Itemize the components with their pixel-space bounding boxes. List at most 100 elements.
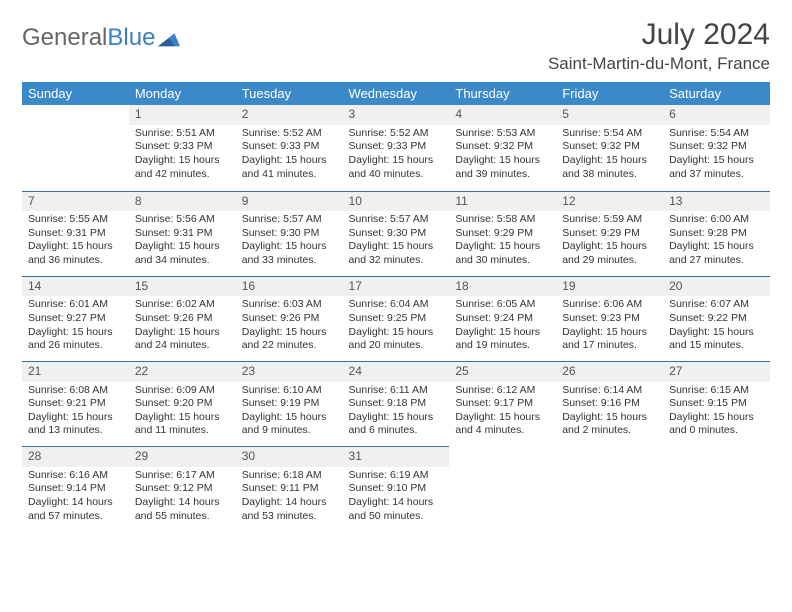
day-body: Sunrise: 6:02 AMSunset: 9:26 PMDaylight:… — [129, 296, 236, 361]
day-body: Sunrise: 5:55 AMSunset: 9:31 PMDaylight:… — [22, 211, 129, 276]
sunrise-text: Sunrise: 6:09 AM — [135, 384, 230, 398]
sunrise-text: Sunrise: 6:18 AM — [242, 469, 337, 483]
calendar-day-cell: 17Sunrise: 6:04 AMSunset: 9:25 PMDayligh… — [343, 276, 450, 361]
sunrise-text: Sunrise: 6:06 AM — [562, 298, 657, 312]
daylight-text: Daylight: 15 hours and 4 minutes. — [455, 411, 550, 438]
day-number: 12 — [556, 192, 663, 212]
day-number: 19 — [556, 277, 663, 297]
day-body: Sunrise: 6:09 AMSunset: 9:20 PMDaylight:… — [129, 382, 236, 447]
sunset-text: Sunset: 9:28 PM — [669, 227, 764, 241]
sunrise-text: Sunrise: 5:54 AM — [562, 127, 657, 141]
calendar-day-cell: 18Sunrise: 6:05 AMSunset: 9:24 PMDayligh… — [449, 276, 556, 361]
day-number: 30 — [236, 447, 343, 467]
daylight-text: Daylight: 15 hours and 13 minutes. — [28, 411, 123, 438]
daylight-text: Daylight: 15 hours and 22 minutes. — [242, 326, 337, 353]
day-body: Sunrise: 6:03 AMSunset: 9:26 PMDaylight:… — [236, 296, 343, 361]
sunset-text: Sunset: 9:23 PM — [562, 312, 657, 326]
daylight-text: Daylight: 15 hours and 41 minutes. — [242, 154, 337, 181]
daylight-text: Daylight: 15 hours and 40 minutes. — [349, 154, 444, 181]
day-body: Sunrise: 6:11 AMSunset: 9:18 PMDaylight:… — [343, 382, 450, 447]
day-body: Sunrise: 6:04 AMSunset: 9:25 PMDaylight:… — [343, 296, 450, 361]
daylight-text: Daylight: 15 hours and 29 minutes. — [562, 240, 657, 267]
day-body: Sunrise: 6:18 AMSunset: 9:11 PMDaylight:… — [236, 467, 343, 532]
sunrise-text: Sunrise: 5:57 AM — [242, 213, 337, 227]
daylight-text: Daylight: 15 hours and 33 minutes. — [242, 240, 337, 267]
sunset-text: Sunset: 9:17 PM — [455, 397, 550, 411]
weekday-header: Sunday — [22, 82, 129, 105]
daylight-text: Daylight: 15 hours and 19 minutes. — [455, 326, 550, 353]
sunset-text: Sunset: 9:10 PM — [349, 482, 444, 496]
calendar-body: .1Sunrise: 5:51 AMSunset: 9:33 PMDayligh… — [22, 105, 770, 532]
day-body — [663, 466, 770, 532]
weekday-header: Friday — [556, 82, 663, 105]
day-number: 13 — [663, 192, 770, 212]
day-body: Sunrise: 5:56 AMSunset: 9:31 PMDaylight:… — [129, 211, 236, 276]
calendar-day-cell: 9Sunrise: 5:57 AMSunset: 9:30 PMDaylight… — [236, 191, 343, 276]
location-label: Saint-Martin-du-Mont, France — [548, 54, 770, 74]
brand-part2: Blue — [107, 24, 155, 52]
sunrise-text: Sunrise: 5:59 AM — [562, 213, 657, 227]
day-number: 17 — [343, 277, 450, 297]
daylight-text: Daylight: 15 hours and 30 minutes. — [455, 240, 550, 267]
sunrise-text: Sunrise: 6:15 AM — [669, 384, 764, 398]
sunrise-text: Sunrise: 6:00 AM — [669, 213, 764, 227]
sunset-text: Sunset: 9:31 PM — [28, 227, 123, 241]
calendar-week-row: 14Sunrise: 6:01 AMSunset: 9:27 PMDayligh… — [22, 276, 770, 361]
day-body: Sunrise: 5:54 AMSunset: 9:32 PMDaylight:… — [663, 125, 770, 190]
sunrise-text: Sunrise: 6:03 AM — [242, 298, 337, 312]
day-body: Sunrise: 5:51 AMSunset: 9:33 PMDaylight:… — [129, 125, 236, 190]
calendar-week-row: 28Sunrise: 6:16 AMSunset: 9:14 PMDayligh… — [22, 447, 770, 533]
calendar-table: SundayMondayTuesdayWednesdayThursdayFrid… — [22, 82, 770, 532]
calendar-day-cell: 31Sunrise: 6:19 AMSunset: 9:10 PMDayligh… — [343, 447, 450, 533]
day-body — [556, 466, 663, 532]
day-number: 3 — [343, 105, 450, 125]
day-number: 28 — [22, 447, 129, 467]
daylight-text: Daylight: 15 hours and 26 minutes. — [28, 326, 123, 353]
daylight-text: Daylight: 15 hours and 15 minutes. — [669, 326, 764, 353]
day-body: Sunrise: 6:00 AMSunset: 9:28 PMDaylight:… — [663, 211, 770, 276]
sunset-text: Sunset: 9:20 PM — [135, 397, 230, 411]
sunset-text: Sunset: 9:25 PM — [349, 312, 444, 326]
day-body: Sunrise: 6:17 AMSunset: 9:12 PMDaylight:… — [129, 467, 236, 532]
day-number: 24 — [343, 362, 450, 382]
calendar-day-cell: 28Sunrise: 6:16 AMSunset: 9:14 PMDayligh… — [22, 447, 129, 533]
brand-logo: GeneralBlue — [22, 24, 180, 52]
day-body: Sunrise: 6:05 AMSunset: 9:24 PMDaylight:… — [449, 296, 556, 361]
sunset-text: Sunset: 9:22 PM — [669, 312, 764, 326]
sunset-text: Sunset: 9:18 PM — [349, 397, 444, 411]
sunset-text: Sunset: 9:33 PM — [135, 140, 230, 154]
sunrise-text: Sunrise: 5:53 AM — [455, 127, 550, 141]
day-number: 18 — [449, 277, 556, 297]
day-number: 15 — [129, 277, 236, 297]
day-number: 25 — [449, 362, 556, 382]
day-number: 1 — [129, 105, 236, 125]
day-number: 26 — [556, 362, 663, 382]
calendar-day-cell: 11Sunrise: 5:58 AMSunset: 9:29 PMDayligh… — [449, 191, 556, 276]
day-body: Sunrise: 6:07 AMSunset: 9:22 PMDaylight:… — [663, 296, 770, 361]
day-number: 2 — [236, 105, 343, 125]
calendar-day-cell: . — [449, 447, 556, 533]
calendar-day-cell: 21Sunrise: 6:08 AMSunset: 9:21 PMDayligh… — [22, 361, 129, 446]
calendar-day-cell: 5Sunrise: 5:54 AMSunset: 9:32 PMDaylight… — [556, 105, 663, 191]
sunset-text: Sunset: 9:15 PM — [669, 397, 764, 411]
sunrise-text: Sunrise: 6:11 AM — [349, 384, 444, 398]
sunset-text: Sunset: 9:14 PM — [28, 482, 123, 496]
weekday-header: Thursday — [449, 82, 556, 105]
daylight-text: Daylight: 14 hours and 57 minutes. — [28, 496, 123, 523]
sunrise-text: Sunrise: 6:02 AM — [135, 298, 230, 312]
sunrise-text: Sunrise: 5:52 AM — [349, 127, 444, 141]
daylight-text: Daylight: 15 hours and 0 minutes. — [669, 411, 764, 438]
calendar-day-cell: 19Sunrise: 6:06 AMSunset: 9:23 PMDayligh… — [556, 276, 663, 361]
sunrise-text: Sunrise: 6:08 AM — [28, 384, 123, 398]
calendar-day-cell: 12Sunrise: 5:59 AMSunset: 9:29 PMDayligh… — [556, 191, 663, 276]
calendar-day-cell: 3Sunrise: 5:52 AMSunset: 9:33 PMDaylight… — [343, 105, 450, 191]
daylight-text: Daylight: 15 hours and 6 minutes. — [349, 411, 444, 438]
day-number: 6 — [663, 105, 770, 125]
day-body: Sunrise: 6:08 AMSunset: 9:21 PMDaylight:… — [22, 382, 129, 447]
day-body: Sunrise: 6:01 AMSunset: 9:27 PMDaylight:… — [22, 296, 129, 361]
day-body: Sunrise: 6:10 AMSunset: 9:19 PMDaylight:… — [236, 382, 343, 447]
calendar-day-cell: 23Sunrise: 6:10 AMSunset: 9:19 PMDayligh… — [236, 361, 343, 446]
daylight-text: Daylight: 15 hours and 27 minutes. — [669, 240, 764, 267]
calendar-day-cell: 8Sunrise: 5:56 AMSunset: 9:31 PMDaylight… — [129, 191, 236, 276]
sunrise-text: Sunrise: 5:51 AM — [135, 127, 230, 141]
